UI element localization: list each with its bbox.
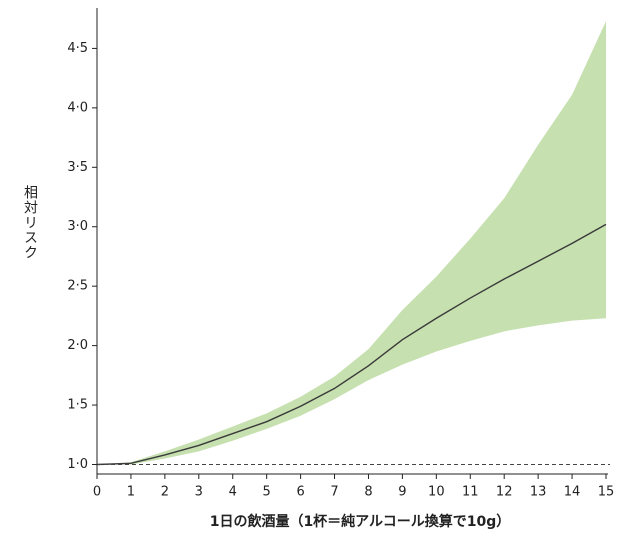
y-tick-label: 3·0: [67, 219, 88, 234]
x-tick-label: 12: [496, 485, 513, 500]
x-tick-label: 7: [330, 485, 338, 500]
y-tick-label: 4·0: [67, 100, 88, 115]
x-tick-label: 11: [462, 485, 479, 500]
y-tick-label: 1·0: [67, 457, 88, 472]
x-tick-label: 2: [161, 485, 169, 500]
y-tick-label: 3·5: [67, 160, 88, 175]
x-tick-label: 3: [195, 485, 203, 500]
y-tick-label: 1·5: [67, 398, 88, 413]
x-tick-label: 13: [530, 485, 547, 500]
y-axis-label: 相対リスク: [22, 185, 38, 260]
x-tick-label: 10: [428, 485, 445, 500]
x-tick-label: 0: [93, 485, 101, 500]
x-tick-label: 1: [127, 485, 135, 500]
y-tick-label: 2·5: [67, 279, 88, 294]
y-tick-label: 4·5: [67, 41, 88, 56]
x-tick-label: 14: [564, 485, 581, 500]
x-tick-label: 5: [263, 485, 271, 500]
line: [96, 223, 607, 466]
x-axis-label: 1日の飲酒量（1杯＝純アルコール換算で10g）: [210, 513, 511, 530]
confidence-band: [97, 21, 606, 465]
x-tick-label: 8: [364, 485, 372, 500]
x-tick-label: 6: [296, 485, 304, 500]
x-tick-label: 4: [229, 485, 237, 500]
y-tick-label: 2·0: [67, 338, 88, 353]
x-tick-label: 15: [598, 485, 615, 500]
x-tick-label: 9: [398, 485, 406, 500]
